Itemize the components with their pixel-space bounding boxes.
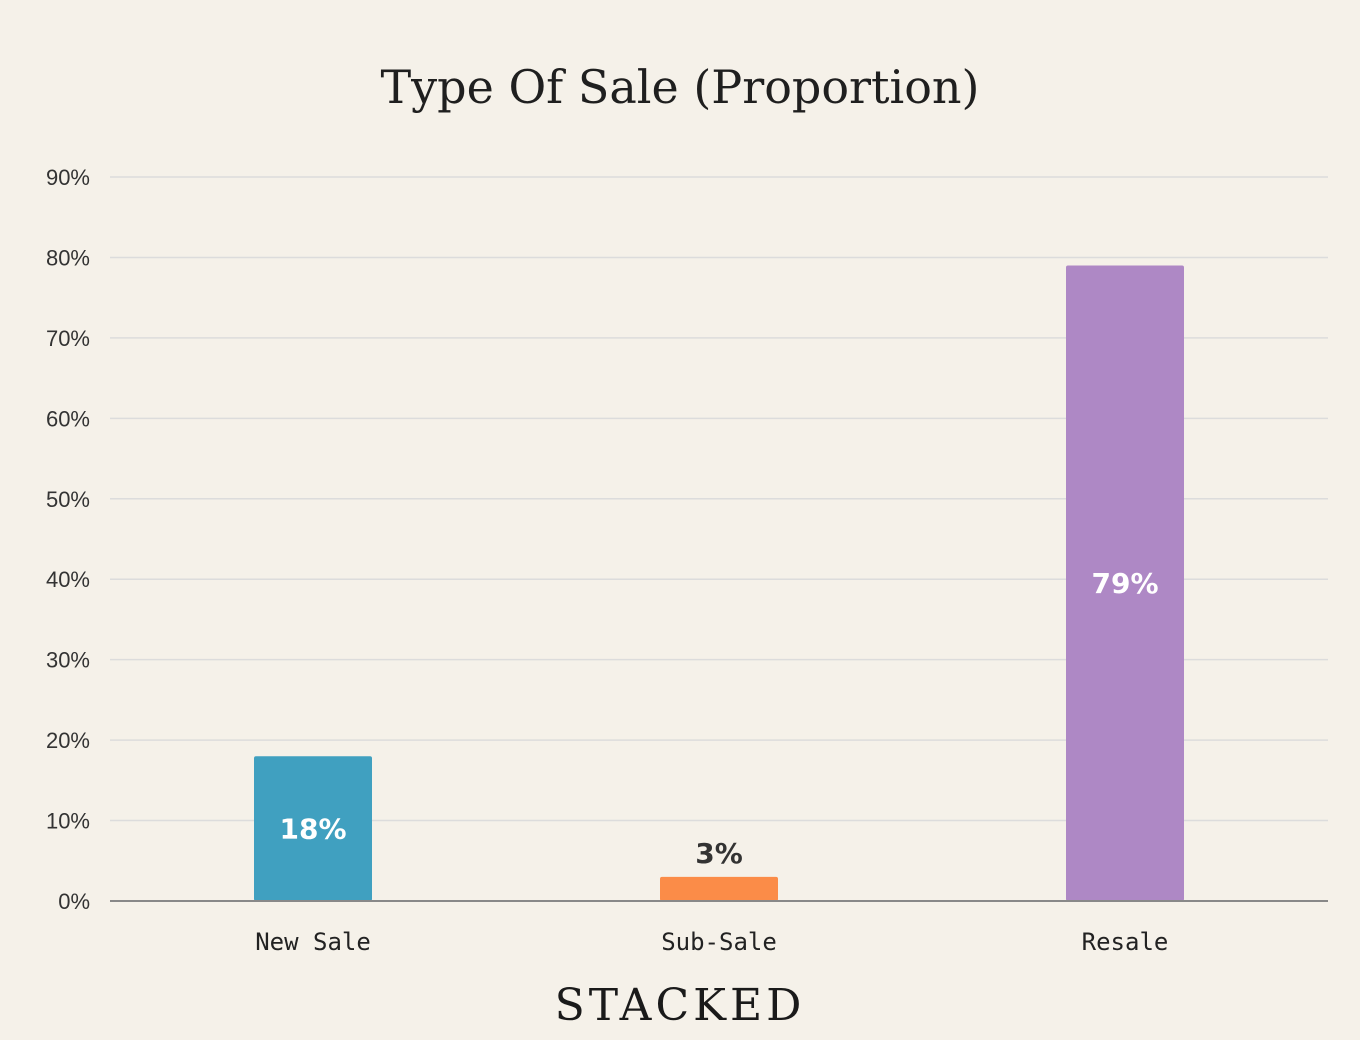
bar-sub-sale: [660, 876, 778, 901]
bar-resale: [1066, 265, 1184, 901]
y-tick-label: 40%: [46, 567, 90, 592]
y-tick-label: 80%: [46, 245, 90, 270]
x-axis-labels: New Sale Sub-Sale Resale: [255, 928, 1168, 956]
y-tick-label: 90%: [46, 165, 90, 190]
chart-title: Type Of Sale (Proportion): [381, 60, 980, 114]
data-label: 79%: [1091, 567, 1158, 600]
x-tick-label: Resale: [1082, 928, 1169, 956]
y-tick-label: 70%: [46, 326, 90, 351]
y-tick-label: 30%: [46, 648, 90, 673]
y-tick-label: 50%: [46, 487, 90, 512]
y-tick-label: 60%: [46, 406, 90, 431]
bar-new-sale: [254, 756, 372, 901]
gridlines: [110, 176, 1328, 822]
x-tick-label: Sub-Sale: [661, 928, 777, 956]
y-axis-ticks: 0% 10% 20% 30% 40% 50% 60% 70% 80% 90%: [46, 165, 90, 914]
data-labels: 18% 3% 79%: [279, 567, 1158, 870]
data-label: 3%: [695, 837, 743, 870]
bars: [254, 265, 1184, 901]
x-tick-label: New Sale: [255, 928, 371, 956]
y-tick-label: 20%: [46, 728, 90, 753]
y-tick-label: 10%: [46, 809, 90, 834]
data-label: 18%: [279, 813, 346, 846]
brand-logo: STACKED: [555, 980, 806, 1031]
y-tick-label: 0%: [58, 889, 90, 914]
